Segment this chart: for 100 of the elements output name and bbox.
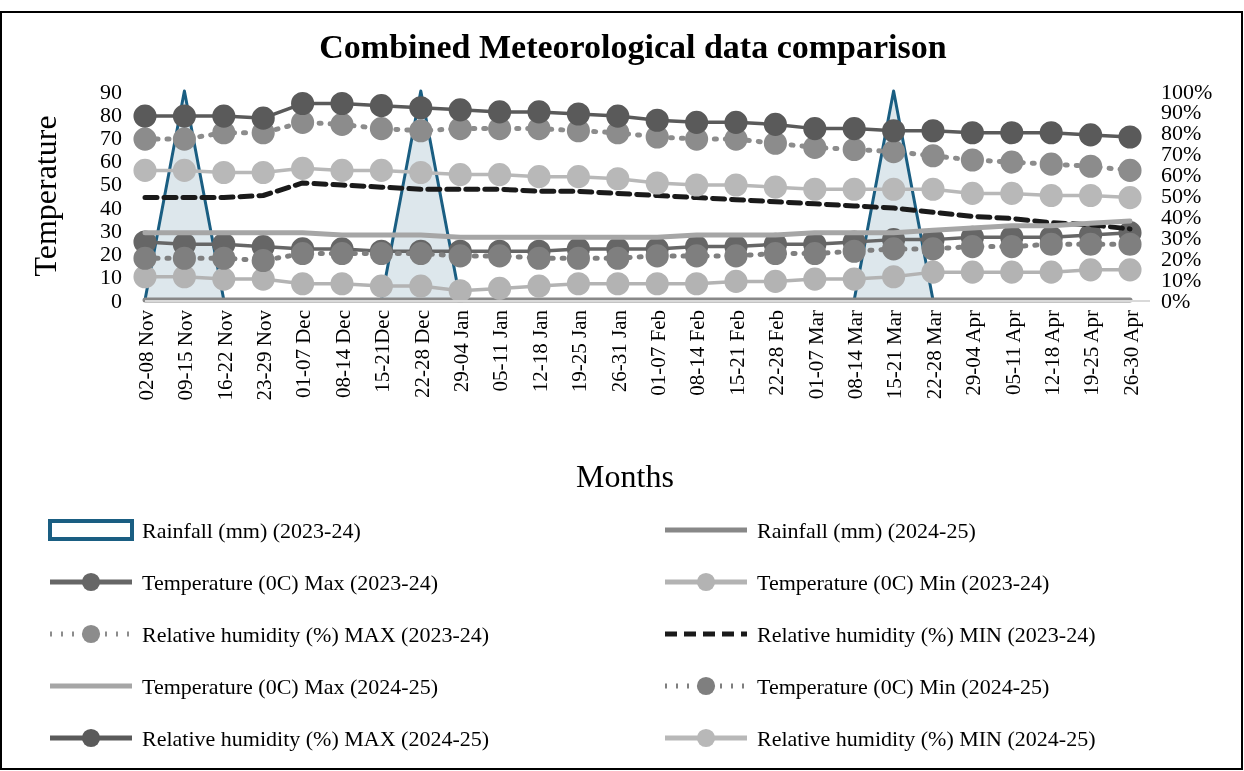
point	[1039, 260, 1063, 284]
x-tick-label: 01-07 Mar	[803, 310, 828, 400]
point	[527, 246, 551, 270]
y-tick-label: 30	[100, 217, 122, 243]
point	[645, 244, 669, 268]
point	[291, 242, 315, 266]
legend-label: Temperature (0C) Max (2023-24)	[142, 570, 438, 595]
point	[488, 276, 512, 300]
legend-label: Relative humidity (%) MIN (2024-25)	[757, 726, 1096, 751]
x-tick-label: 09-15 Nov	[173, 309, 198, 401]
point	[960, 181, 984, 205]
point	[1118, 158, 1142, 182]
point	[842, 267, 866, 291]
point	[960, 148, 984, 172]
point	[566, 246, 590, 270]
point	[251, 160, 275, 185]
point	[448, 98, 472, 122]
x-tick-label: 15-21 Feb	[724, 310, 749, 396]
point	[685, 244, 709, 268]
point	[1039, 121, 1063, 145]
point	[1039, 183, 1063, 208]
point	[921, 177, 945, 201]
point	[882, 119, 906, 143]
y-tick-label: 50	[100, 171, 122, 197]
point	[369, 94, 393, 118]
point	[803, 117, 827, 141]
point	[448, 163, 472, 187]
point	[488, 100, 512, 124]
y-tick-label: 90	[100, 78, 122, 104]
point	[448, 279, 472, 303]
point	[369, 158, 393, 182]
legend-label: Temperature (0C) Max (2024-25)	[142, 674, 438, 699]
point	[842, 239, 866, 263]
point	[921, 144, 945, 168]
point	[369, 274, 393, 298]
point	[409, 119, 433, 143]
point	[1000, 260, 1024, 284]
point	[960, 260, 984, 284]
x-tick-label: 26-31 Jan	[606, 309, 631, 393]
point	[1079, 258, 1103, 282]
point	[291, 156, 315, 180]
point	[566, 102, 590, 126]
point	[882, 237, 906, 261]
legend-label: Temperature (0C) Min (2024-25)	[757, 674, 1050, 699]
x-tick-label: 02-08 Nov	[133, 309, 158, 401]
point	[1079, 232, 1103, 256]
point	[172, 158, 196, 182]
point	[763, 131, 787, 155]
point	[921, 260, 945, 284]
x-tick-label: 29-04 Jan	[449, 309, 474, 393]
point	[1079, 154, 1103, 178]
point	[212, 104, 236, 128]
y-tick-label: 0	[111, 287, 122, 313]
point	[488, 163, 512, 187]
point	[212, 246, 236, 270]
point	[488, 244, 512, 268]
point	[724, 269, 748, 293]
legend-label: Relative humidity (%) MAX (2023-24)	[142, 622, 490, 647]
point	[1039, 232, 1063, 256]
point	[409, 96, 433, 120]
point	[763, 242, 787, 266]
legend-label: Relative humidity (%) MAX (2024-25)	[142, 726, 490, 751]
x-tick-label: 26-30 Apr	[1118, 310, 1143, 396]
point	[1118, 258, 1142, 282]
point	[960, 235, 984, 259]
x-tick-label: 05-11 Jan	[488, 309, 513, 392]
legend-label: Rainfall (mm) (2023-24)	[142, 518, 361, 543]
point	[133, 104, 157, 128]
point	[842, 137, 866, 162]
point	[645, 272, 669, 296]
point	[251, 248, 275, 273]
point	[645, 108, 669, 132]
point	[606, 104, 630, 128]
point	[1079, 183, 1103, 208]
point	[1079, 123, 1103, 147]
point	[291, 92, 315, 116]
point	[882, 265, 906, 289]
point	[803, 242, 827, 266]
point	[448, 244, 472, 268]
point	[566, 272, 590, 296]
point	[527, 165, 551, 189]
y-tick-label: 20	[100, 241, 122, 267]
x-tick-label: 16-22 Nov	[212, 309, 237, 401]
point	[921, 237, 945, 261]
point	[133, 246, 157, 270]
point	[409, 274, 433, 298]
point	[330, 158, 354, 182]
point	[803, 267, 827, 291]
x-tick-label: 15-21Dec	[370, 310, 395, 393]
x-tick-label: 19-25 Jan	[567, 309, 592, 393]
x-tick-label: 08-14 Mar	[843, 310, 868, 400]
y-tick-label: 40	[100, 194, 122, 220]
point	[133, 158, 157, 182]
point	[724, 110, 748, 134]
point	[606, 246, 630, 270]
point	[1000, 181, 1024, 205]
point	[330, 272, 354, 296]
legend-label: Rainfall (mm) (2024-25)	[757, 518, 976, 543]
point	[685, 272, 709, 296]
point	[1039, 152, 1063, 176]
